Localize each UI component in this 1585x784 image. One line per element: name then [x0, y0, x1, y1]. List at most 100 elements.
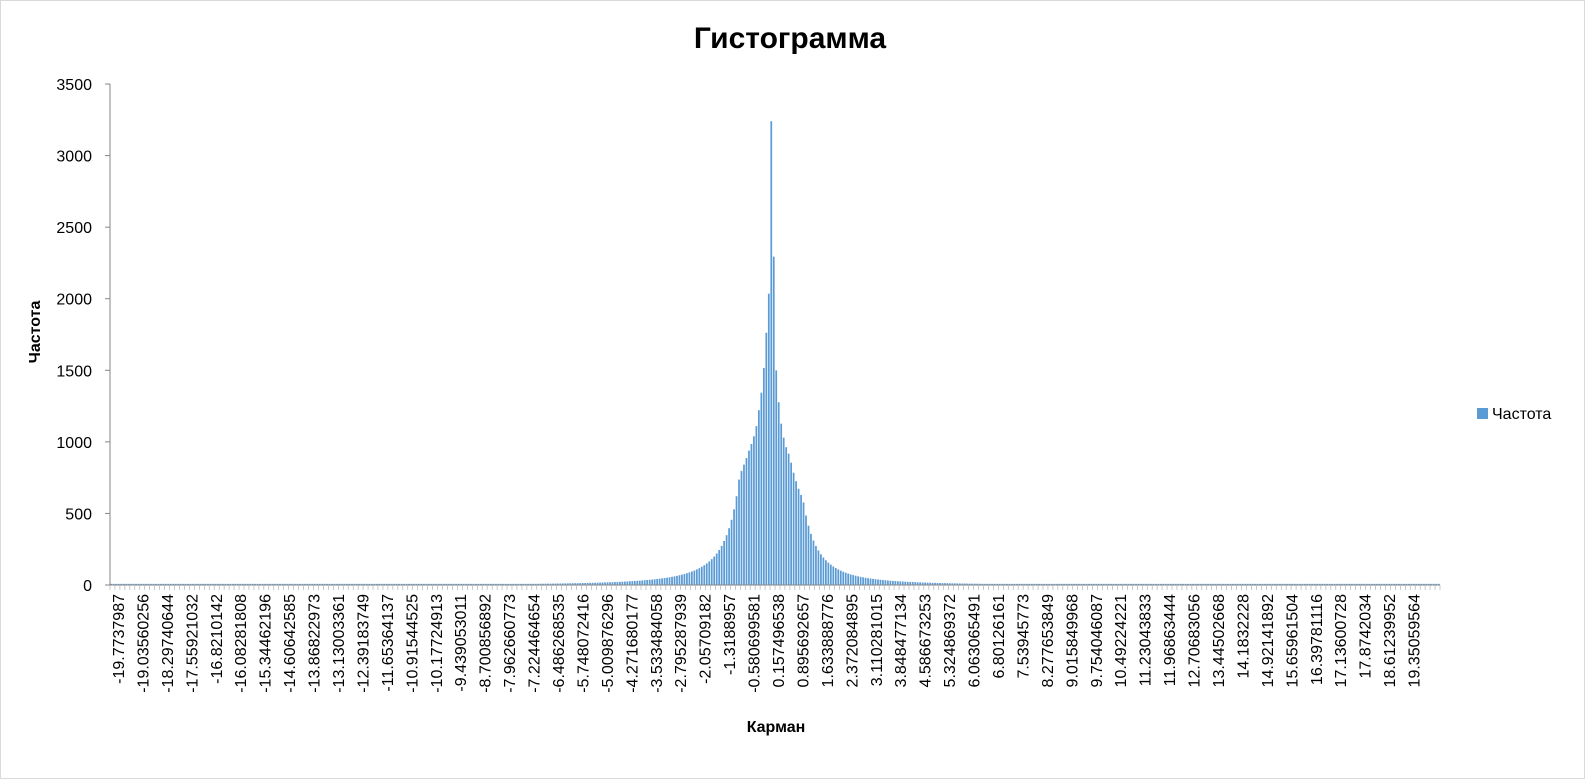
- histogram-bar: [1192, 583, 1194, 585]
- histogram-bar: [110, 583, 113, 585]
- histogram-bar: [968, 583, 971, 585]
- histogram-bar: [609, 582, 611, 585]
- histogram-bar: [132, 583, 135, 585]
- histogram-bar: [1308, 583, 1311, 585]
- x-tick-label: -6.486268535: [551, 594, 568, 693]
- histogram-bar: [343, 583, 346, 585]
- histogram-bar: [1187, 583, 1190, 585]
- histogram-bar: [522, 583, 525, 585]
- histogram-bar: [832, 566, 835, 585]
- x-tick-label: -7.224464654: [527, 594, 544, 693]
- histogram-bar: [135, 583, 137, 585]
- histogram-bar: [231, 583, 234, 585]
- histogram-bar: [1132, 583, 1135, 585]
- x-tick-label: 15.65961504: [1284, 594, 1301, 688]
- histogram-bar: [1281, 583, 1284, 585]
- x-tick-label: 17.8742034: [1358, 594, 1375, 679]
- histogram-bar: [666, 577, 668, 585]
- histogram-bar: [557, 583, 559, 585]
- histogram-bar: [306, 583, 309, 585]
- y-tick-label: 2500: [56, 220, 92, 237]
- histogram-bar: [241, 583, 244, 585]
- histogram-bar: [815, 545, 817, 585]
- histogram-bar: [976, 583, 979, 585]
- histogram-bar: [1135, 583, 1137, 585]
- histogram-bar: [155, 583, 157, 585]
- histogram-bar: [812, 540, 815, 585]
- histogram-bar: [770, 121, 773, 585]
- x-tick-label: 4.586673253: [918, 594, 935, 688]
- histogram-bar: [1353, 583, 1356, 585]
- x-tick-label: 3.110281015: [869, 594, 886, 686]
- histogram-bar: [1306, 583, 1309, 585]
- histogram-bar: [872, 578, 874, 585]
- histogram-bar: [785, 447, 788, 585]
- histogram-bar: [1194, 583, 1197, 585]
- histogram-bar: [1212, 583, 1214, 585]
- histogram-bar: [435, 583, 438, 585]
- histogram-bar: [829, 564, 832, 585]
- histogram-bar: [130, 583, 132, 585]
- histogram-bar: [1423, 583, 1425, 585]
- legend: Частота: [1477, 406, 1551, 423]
- histogram-bar: [921, 582, 924, 585]
- histogram-bar: [437, 583, 440, 585]
- histogram-bar: [1393, 583, 1395, 585]
- histogram-bar: [1346, 583, 1348, 585]
- x-tick-label: 17.13600728: [1333, 594, 1350, 688]
- histogram-bar: [988, 583, 991, 585]
- histogram-bar: [452, 583, 455, 585]
- histogram-bar: [1204, 583, 1207, 585]
- histogram-bar: [537, 583, 539, 585]
- histogram-bar: [844, 572, 847, 585]
- histogram-bar: [1229, 583, 1232, 585]
- x-tick-label: 14.92141892: [1260, 594, 1277, 688]
- histogram-bar: [1408, 583, 1410, 585]
- histogram-bar: [405, 583, 408, 585]
- histogram-bar: [1150, 583, 1152, 585]
- x-tick-label: 10.49224221: [1113, 594, 1130, 688]
- x-tick-label: 18.61239952: [1382, 594, 1399, 688]
- x-tick-label: -19.7737987: [111, 594, 128, 684]
- histogram-bar: [1291, 583, 1294, 585]
- histogram-bar: [574, 583, 577, 585]
- x-tick-label: 12.70683056: [1187, 594, 1204, 688]
- x-tick-label: -12.39183749: [355, 594, 372, 693]
- histogram-bar: [1137, 583, 1140, 585]
- histogram-bar: [1356, 583, 1358, 585]
- histogram-bar: [485, 583, 487, 585]
- histogram-bar: [212, 583, 214, 585]
- histogram-bar: [227, 583, 229, 585]
- histogram-bar: [311, 583, 314, 585]
- histogram-bar: [204, 583, 207, 585]
- histogram-bar: [581, 583, 584, 585]
- x-tick-label: 8.277653849: [1040, 594, 1057, 688]
- histogram-bar: [954, 583, 956, 585]
- histogram-bar: [1219, 583, 1222, 585]
- histogram-bar: [380, 583, 383, 585]
- histogram-bar: [353, 583, 356, 585]
- chart-title: Гистограмма: [694, 22, 887, 55]
- histogram-bar: [1316, 583, 1319, 585]
- histogram-bar: [887, 580, 889, 585]
- histogram-bar: [462, 583, 465, 585]
- histogram-bar: [703, 565, 706, 585]
- histogram-bar: [222, 583, 224, 585]
- histogram-bar: [1189, 583, 1192, 585]
- histogram-bar: [450, 583, 453, 585]
- histogram-bar: [1006, 583, 1008, 585]
- histogram-bar: [1365, 583, 1368, 585]
- histogram-bar: [561, 583, 564, 585]
- histogram-bar: [648, 579, 651, 585]
- histogram-bar: [532, 583, 534, 585]
- histogram-bar: [787, 453, 790, 585]
- histogram-bar: [983, 583, 986, 585]
- histogram-bar: [172, 583, 175, 585]
- histogram-bar: [447, 583, 450, 585]
- histogram-bar: [140, 583, 142, 585]
- histogram-bar: [1058, 583, 1060, 585]
- x-tick-label: 5.324869372: [942, 594, 959, 688]
- histogram-bar: [207, 583, 209, 585]
- histogram-bar: [1405, 583, 1408, 585]
